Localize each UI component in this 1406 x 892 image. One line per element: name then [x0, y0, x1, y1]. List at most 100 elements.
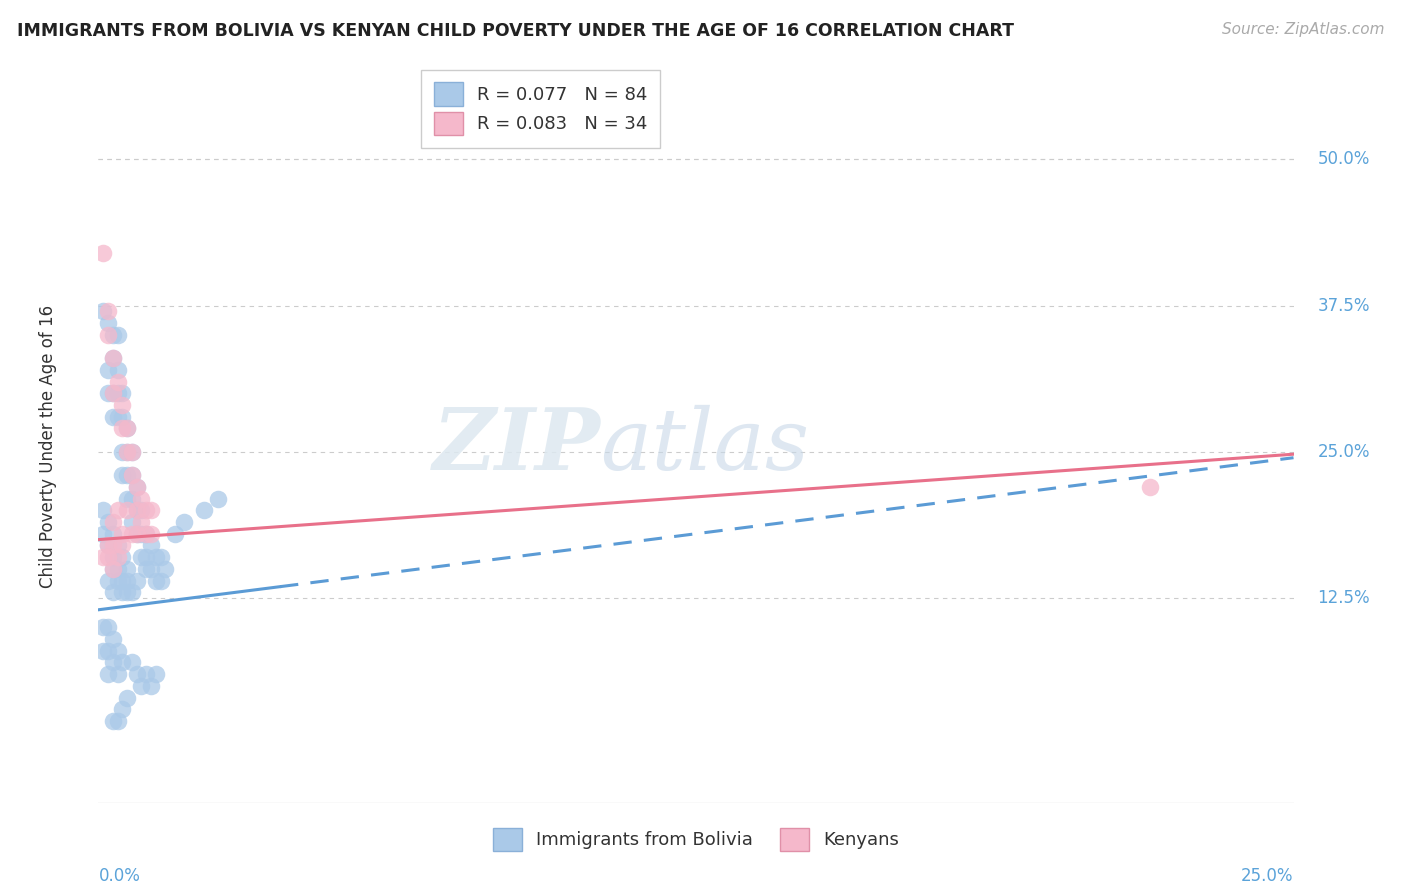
Point	[121, 445, 143, 459]
Point	[121, 526, 143, 541]
Point	[115, 574, 138, 588]
Text: 12.5%: 12.5%	[1317, 589, 1369, 607]
Point	[97, 515, 120, 529]
Point	[111, 702, 134, 716]
Point	[131, 679, 153, 693]
Text: 50.0%: 50.0%	[1317, 151, 1369, 169]
Point	[135, 526, 157, 541]
Point	[139, 538, 162, 552]
Point	[115, 503, 138, 517]
Point	[101, 386, 124, 401]
Point	[115, 690, 138, 705]
Point	[91, 620, 114, 634]
Text: ZIP: ZIP	[433, 404, 600, 488]
Point	[125, 503, 148, 517]
Point	[97, 363, 120, 377]
Point	[97, 327, 120, 342]
Point	[91, 304, 114, 318]
Point	[193, 503, 215, 517]
Point	[111, 574, 134, 588]
Point	[131, 491, 153, 506]
Point	[91, 246, 114, 260]
Point	[97, 667, 120, 681]
Text: 25.0%: 25.0%	[1241, 867, 1294, 885]
Point	[139, 526, 162, 541]
Point	[91, 550, 114, 565]
Point	[101, 562, 124, 576]
Point	[131, 550, 153, 565]
Legend: Immigrants from Bolivia, Kenyans: Immigrants from Bolivia, Kenyans	[485, 821, 907, 858]
Point	[115, 445, 138, 459]
Point	[135, 667, 157, 681]
Point	[111, 550, 134, 565]
Point	[121, 515, 143, 529]
Point	[145, 667, 167, 681]
Point	[163, 526, 186, 541]
Point	[107, 409, 129, 424]
Text: IMMIGRANTS FROM BOLIVIA VS KENYAN CHILD POVERTY UNDER THE AGE OF 16 CORRELATION : IMMIGRANTS FROM BOLIVIA VS KENYAN CHILD …	[17, 22, 1014, 40]
Point	[115, 562, 138, 576]
Point	[101, 656, 124, 670]
Point	[107, 550, 129, 565]
Point	[107, 503, 129, 517]
Point	[97, 550, 120, 565]
Point	[115, 445, 138, 459]
Point	[97, 316, 120, 330]
Text: 37.5%: 37.5%	[1317, 297, 1369, 315]
Point	[107, 644, 129, 658]
Point	[111, 421, 134, 435]
Point	[131, 515, 153, 529]
Point	[125, 480, 148, 494]
Point	[145, 550, 167, 565]
Point	[101, 585, 124, 599]
Point	[139, 503, 162, 517]
Point	[115, 421, 138, 435]
Point	[97, 620, 120, 634]
Point	[115, 421, 138, 435]
Point	[101, 538, 124, 552]
Point	[173, 515, 195, 529]
Point	[101, 351, 124, 366]
Point	[111, 386, 134, 401]
Point	[135, 503, 157, 517]
Point	[97, 538, 120, 552]
Point	[107, 327, 129, 342]
Point	[115, 468, 138, 483]
Point	[101, 386, 124, 401]
Point	[101, 327, 124, 342]
Point	[107, 714, 129, 728]
Point	[207, 491, 229, 506]
Text: Child Poverty Under the Age of 16: Child Poverty Under the Age of 16	[39, 304, 58, 588]
Point	[97, 304, 120, 318]
Text: 25.0%: 25.0%	[1317, 442, 1369, 461]
Point	[135, 562, 157, 576]
Point	[149, 550, 172, 565]
Point	[107, 363, 129, 377]
Point	[107, 667, 129, 681]
Point	[125, 574, 148, 588]
Point	[111, 398, 134, 412]
Point	[121, 445, 143, 459]
Point	[131, 526, 153, 541]
Point	[101, 714, 124, 728]
Point	[135, 550, 157, 565]
Point	[121, 585, 143, 599]
Point	[107, 538, 129, 552]
Point	[107, 386, 129, 401]
Point	[111, 526, 134, 541]
Point	[121, 656, 143, 670]
Point	[111, 409, 134, 424]
Point	[115, 585, 138, 599]
Point	[97, 644, 120, 658]
Point	[91, 644, 114, 658]
Point	[139, 679, 162, 693]
Point	[139, 562, 162, 576]
Point	[125, 503, 148, 517]
Point	[131, 503, 153, 517]
Point	[111, 445, 134, 459]
Point	[1139, 480, 1161, 494]
Point	[121, 468, 143, 483]
Point	[125, 480, 148, 494]
Point	[97, 574, 120, 588]
Text: atlas: atlas	[600, 405, 810, 487]
